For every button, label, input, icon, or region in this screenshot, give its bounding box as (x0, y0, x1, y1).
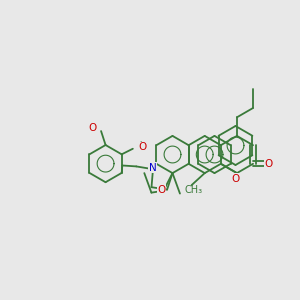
Text: O: O (265, 159, 273, 169)
Text: O: O (231, 173, 240, 184)
Text: O: O (138, 142, 147, 152)
Text: O: O (88, 123, 97, 133)
Text: N: N (148, 163, 156, 173)
Text: O: O (158, 184, 166, 195)
Text: CH₃: CH₃ (184, 185, 202, 195)
